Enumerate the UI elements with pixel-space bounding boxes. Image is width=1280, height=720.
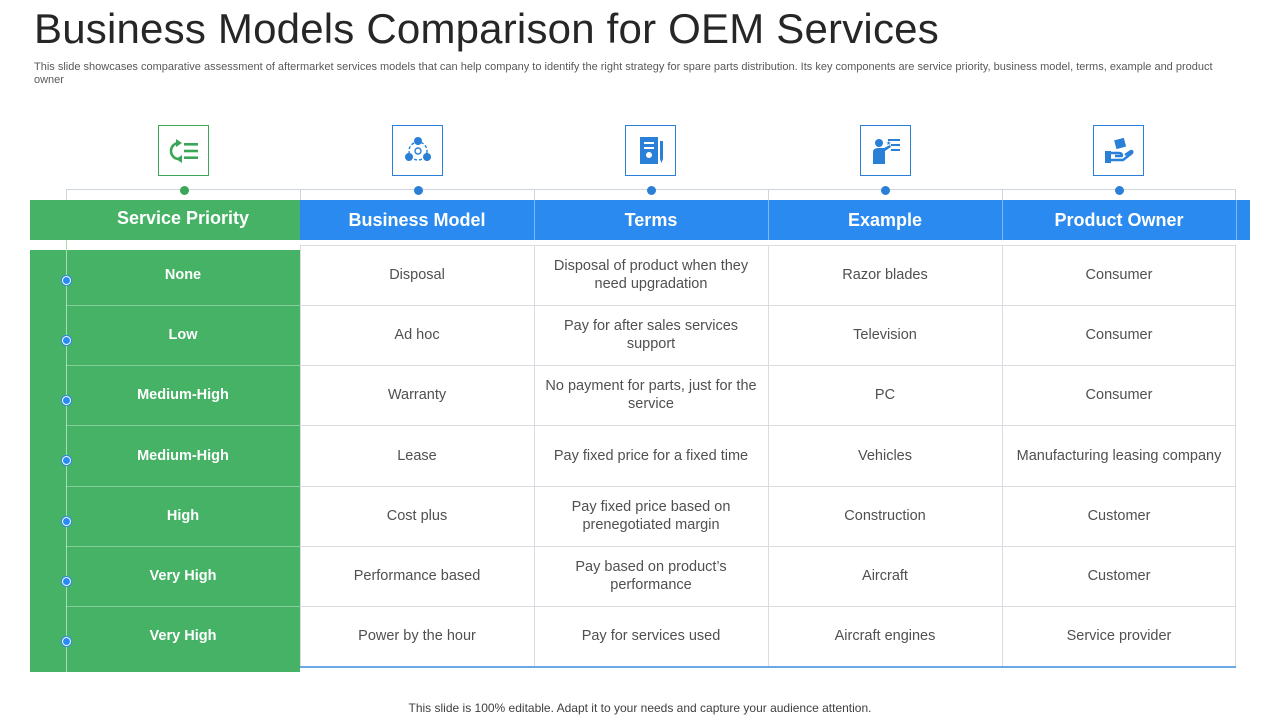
model-cell: Warranty (387, 387, 447, 403)
table-bottom-border (300, 666, 1236, 668)
example-cell: Television (853, 327, 917, 343)
priority-divider (66, 486, 300, 487)
column-dot (414, 186, 423, 195)
column-dot (881, 186, 890, 195)
owner-cell: Manufacturing leasing company (1016, 447, 1222, 464)
owner-cell: Service provider (1066, 628, 1172, 644)
header-example: Example (847, 209, 923, 230)
example-cell: Aircraft engines (834, 628, 936, 644)
priority-divider (66, 365, 300, 366)
priority-cell: None (164, 267, 202, 283)
header-bar (300, 200, 1250, 240)
priority-divider (66, 305, 300, 306)
owner-cell: Customer (1087, 568, 1151, 584)
cycle-nodes-icon (392, 125, 443, 176)
timeline-dot (62, 637, 71, 646)
priority-cell: Low (168, 327, 198, 343)
page-title: Business Models Comparison for OEM Servi… (34, 5, 939, 52)
priority-cell: Medium-High (137, 447, 229, 464)
priority-divider (66, 546, 300, 547)
owner-cell: Customer (1087, 508, 1151, 524)
header-terms: Terms (624, 209, 678, 230)
comparison-table (300, 245, 1236, 667)
connector-divider (1002, 189, 1003, 201)
terms-cell: Pay based on product’s performance (575, 559, 727, 593)
header-divider (768, 200, 769, 240)
owner-cell: Consumer (1085, 387, 1153, 403)
priority-divider (66, 425, 300, 426)
column-divider (1235, 245, 1236, 667)
header-divider (1236, 200, 1237, 240)
timeline-dot (62, 517, 71, 526)
timeline-dot (62, 577, 71, 586)
presenter-board-icon: ★ (860, 125, 911, 176)
priority-cell: High (166, 508, 200, 524)
header-divider (534, 200, 535, 240)
svg-text:★: ★ (886, 140, 891, 147)
header-business-model: Business Model (348, 209, 486, 230)
connector-divider (534, 189, 535, 201)
column-divider (768, 245, 769, 667)
connector-divider (300, 189, 301, 201)
model-cell: Performance based (353, 568, 481, 584)
timeline-dot (62, 456, 71, 465)
example-cell: PC (874, 387, 896, 403)
column-dot (647, 186, 656, 195)
timeline-dot (62, 276, 71, 285)
page-subtitle: This slide showcases comparative assessm… (34, 61, 1213, 86)
model-cell: Cost plus (386, 508, 448, 524)
terms-cell: Pay for after sales services support (563, 318, 739, 352)
priority-divider (66, 606, 300, 607)
terms-cell: Disposal of product when they need upgra… (553, 258, 749, 292)
header-product-owner: Product Owner (1054, 209, 1184, 230)
header-divider (1002, 200, 1003, 240)
column-dot (180, 186, 189, 195)
terms-cell: Pay fixed price for a fixed time (553, 447, 749, 464)
priority-cell: Very High (149, 628, 217, 644)
column-divider (1002, 245, 1003, 667)
document-pen-icon (625, 125, 676, 176)
priority-cell: Very High (149, 568, 217, 584)
refresh-list-icon (158, 125, 209, 176)
priority-header-bar (30, 200, 300, 240)
owner-cell: Consumer (1085, 327, 1153, 343)
column-divider (534, 245, 535, 667)
example-cell: Construction (844, 508, 926, 524)
example-cell: Vehicles (857, 447, 912, 464)
timeline-dot (62, 396, 71, 405)
terms-cell: No payment for parts, just for the servi… (545, 378, 757, 412)
terms-cell: Pay for services used (581, 628, 721, 644)
hand-box-icon (1093, 125, 1144, 176)
footer-note: This slide is 100% editable. Adapt it to… (408, 701, 872, 715)
model-cell: Power by the hour (358, 628, 476, 644)
model-cell: Disposal (389, 267, 445, 283)
column-dot (1115, 186, 1124, 195)
example-cell: Razor blades (842, 267, 928, 283)
terms-cell: Pay fixed price based on prenegotiated m… (571, 499, 731, 533)
model-cell: Ad hoc (394, 327, 440, 343)
priority-column (30, 250, 300, 672)
owner-cell: Consumer (1085, 267, 1153, 283)
column-divider (300, 245, 301, 667)
example-cell: Aircraft (862, 568, 908, 584)
connector-divider (768, 189, 769, 201)
timeline-dot (62, 336, 71, 345)
header-service-priority: Service Priority (116, 207, 250, 228)
priority-cell: Medium-High (137, 387, 229, 403)
model-cell: Lease (397, 447, 437, 464)
